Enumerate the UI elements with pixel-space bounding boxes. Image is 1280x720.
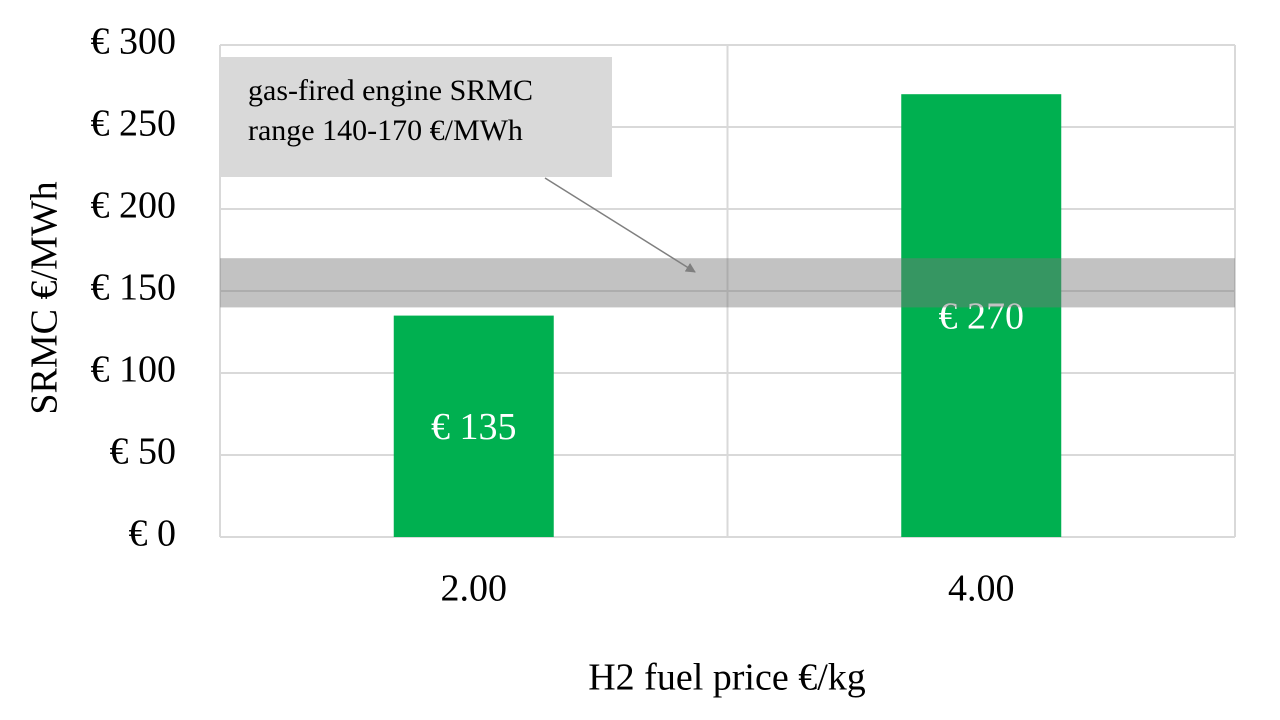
- bars: € 135 € 270: [393, 94, 1062, 537]
- bar: [901, 94, 1062, 537]
- y-tick-label: € 150: [91, 267, 177, 309]
- annotation-text: range 140-170 €/MWh: [248, 114, 523, 147]
- y-tick-label: € 250: [91, 103, 177, 145]
- grid: € 0 € 50 € 100 € 150 € 200 € 250 € 300 2.00 4.00: [91, 21, 1236, 610]
- reference-band: [220, 258, 1235, 308]
- x-tick-label: 2.00: [441, 568, 508, 610]
- value-label: € 135: [431, 406, 517, 448]
- annotation-box: [220, 57, 612, 177]
- bar: [393, 315, 554, 537]
- y-tick-label: € 200: [91, 185, 177, 227]
- value-label: € 270: [939, 295, 1025, 337]
- x-tick-label: 4.00: [948, 568, 1015, 610]
- y-tick-label: € 50: [110, 431, 177, 473]
- annotation-arrow: [544, 177, 696, 273]
- overlay: gas-fired engine SRMC range 140-170 €/MWh: [220, 57, 1235, 308]
- y-tick-label: € 100: [91, 349, 177, 391]
- y-tick-label: € 300: [91, 21, 177, 63]
- x-axis-label: H2 fuel price €/kg: [588, 657, 866, 699]
- y-axis-label: SRMC €/MWh: [24, 181, 66, 414]
- y-tick-label: € 0: [129, 513, 177, 555]
- annotation-text: gas-fired engine SRMC: [248, 74, 533, 107]
